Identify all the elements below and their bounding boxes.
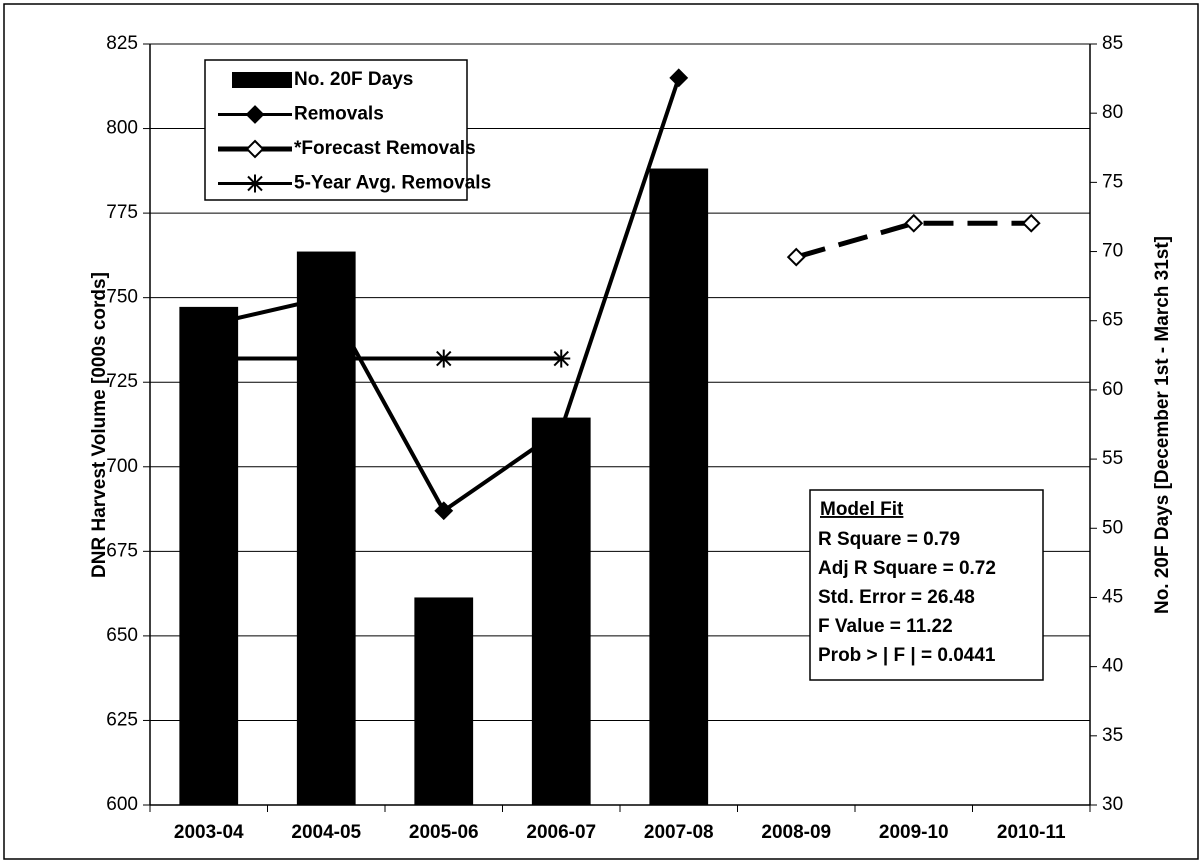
y-tick-label: 750	[106, 287, 138, 308]
y-tick-label: 600	[106, 794, 138, 815]
star-stroke	[553, 350, 569, 367]
y2-tick-label: 65	[1102, 310, 1123, 331]
bar	[531, 417, 591, 805]
x-tick-label: 2007-08	[644, 822, 714, 843]
y2-tick-label: 35	[1102, 725, 1123, 746]
legend-swatch	[232, 72, 292, 88]
model-fit-line: Std. Error = 26.48	[818, 587, 975, 608]
y-tick-label: 800	[106, 118, 138, 139]
y-tick-label: 825	[106, 33, 138, 54]
line	[795, 220, 1032, 260]
y2-tick-label: 70	[1102, 241, 1123, 262]
legend-label: Removals	[294, 104, 384, 125]
y2-tick-label: 50	[1102, 517, 1123, 538]
model-fit-line: R Square = 0.79	[818, 529, 960, 550]
diamond-marker	[434, 501, 454, 521]
diamond-marker	[245, 105, 265, 124]
y2-tick-label: 40	[1102, 656, 1123, 677]
star-marker	[552, 349, 571, 368]
star-marker	[246, 174, 264, 193]
x-tick-label: 2005-06	[409, 822, 479, 843]
diamond-marker	[245, 139, 265, 159]
x-tick-label: 2003-04	[174, 822, 244, 843]
frame	[3, 3, 1199, 860]
model-fit-line: Prob > | F | = 0.0441	[818, 645, 996, 666]
x-tick-label: 2010-11	[997, 822, 1066, 843]
y2-tick-label: 55	[1102, 448, 1123, 469]
bar	[179, 306, 239, 805]
diamond-marker	[1021, 213, 1041, 233]
y-tick-label: 675	[106, 540, 138, 561]
star-stroke	[318, 350, 334, 367]
y2-axis-title: No. 20F Days [December 1st - March 31st]	[1152, 236, 1173, 614]
diamond-marker	[904, 213, 924, 233]
diamond-marker	[199, 315, 219, 335]
model-fit-line: Adj R Square = 0.72	[818, 558, 996, 579]
y-tick-label: 625	[106, 709, 138, 730]
star-marker	[199, 349, 218, 368]
star-marker	[434, 349, 453, 368]
model-fit-line: F Value = 11.22	[818, 616, 953, 637]
y2-tick-label: 75	[1102, 171, 1123, 192]
star-stroke	[201, 350, 217, 367]
y2-tick-label: 85	[1102, 33, 1123, 54]
star-marker	[317, 349, 336, 368]
legend-label: No. 20F Days	[294, 69, 413, 90]
y2-tick-label: 45	[1102, 586, 1123, 607]
diamond-marker	[551, 420, 571, 439]
y-tick-label: 700	[106, 456, 138, 477]
y-axis-title: DNR Harvest Volume [000s cords]	[89, 272, 110, 578]
bar	[414, 597, 474, 805]
model-fit-title: Model Fit	[820, 499, 904, 520]
legend-label: *Forecast Removals	[294, 138, 476, 159]
y2-tick-label: 30	[1102, 794, 1123, 815]
model-fit-box	[809, 489, 1044, 681]
diamond-marker	[786, 247, 806, 267]
x-tick-label: 2008-09	[761, 822, 831, 843]
bar	[296, 251, 356, 805]
y-tick-label: 775	[106, 202, 138, 223]
x-tick-label: 2004-05	[291, 822, 361, 843]
legend-label: 5-Year Avg. Removals	[294, 173, 491, 194]
y-tick-label: 725	[106, 371, 138, 392]
star-stroke	[436, 350, 452, 367]
y-tick-label: 650	[106, 625, 138, 646]
bar	[649, 168, 709, 805]
y2-tick-label: 60	[1102, 379, 1123, 400]
x-tick-label: 2006-07	[526, 822, 596, 843]
y2-tick-label: 80	[1102, 102, 1123, 123]
x-tick-label: 2009-10	[879, 822, 949, 843]
star-stroke	[247, 175, 263, 192]
diamond-marker	[669, 68, 689, 88]
diamond-marker	[316, 288, 336, 308]
